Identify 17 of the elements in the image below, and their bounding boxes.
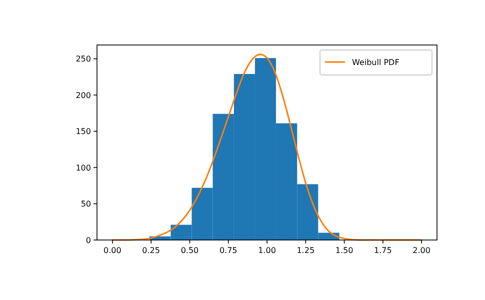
y-tick-label: 100 bbox=[76, 163, 91, 172]
x-tick-label: 1.25 bbox=[296, 246, 315, 255]
x-tick-label: 1.50 bbox=[335, 246, 354, 255]
y-tick-label: 200 bbox=[76, 90, 91, 100]
x-tick-label: 0.00 bbox=[104, 246, 122, 255]
x-tick-label: 1.00 bbox=[258, 246, 276, 255]
y-tick-label: 150 bbox=[76, 127, 91, 136]
x-tick-label: 0.75 bbox=[219, 246, 238, 255]
x-tick-label: 1.75 bbox=[374, 246, 392, 255]
line-series bbox=[112, 54, 422, 241]
y-tick-label: 50 bbox=[80, 200, 91, 209]
x-tick-label: 0.25 bbox=[142, 246, 160, 255]
x-tick-label: 0.50 bbox=[180, 246, 199, 255]
x-tick-label: 2.00 bbox=[412, 246, 430, 255]
legend-label: Weibull PDF bbox=[352, 58, 400, 67]
y-tick-label: 0 bbox=[86, 236, 91, 245]
y-tick-label: 250 bbox=[76, 54, 91, 64]
